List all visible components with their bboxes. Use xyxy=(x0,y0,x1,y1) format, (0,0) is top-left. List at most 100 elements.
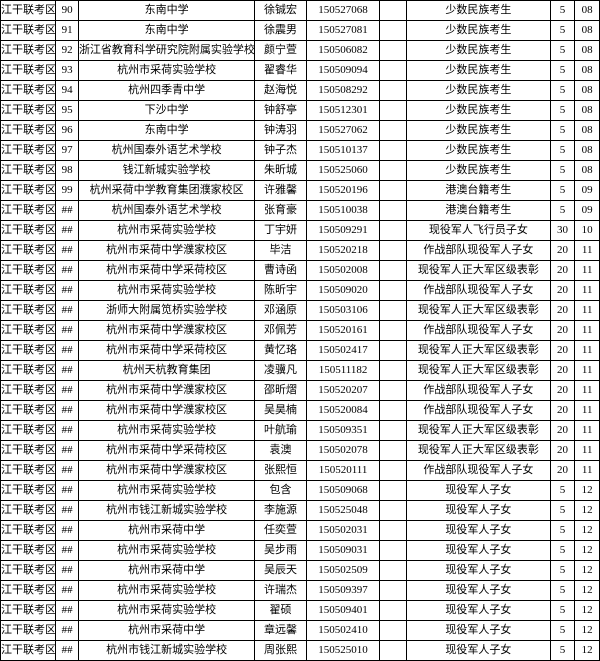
cell-c1: ## xyxy=(56,621,79,641)
cell-c7: 5 xyxy=(550,21,575,41)
cell-c4: 150509351 xyxy=(306,421,380,441)
cell-c2: 杭州市采荷实验学校 xyxy=(78,61,254,81)
cell-c2: 东南中学 xyxy=(78,121,254,141)
cell-c7: 20 xyxy=(550,361,575,381)
cell-c2: 杭州市采荷中学濮家校区 xyxy=(78,321,254,341)
cell-c3: 钟子杰 xyxy=(255,141,306,161)
cell-c1: 99 xyxy=(56,181,79,201)
cell-c3: 任奕萱 xyxy=(255,521,306,541)
cell-c5 xyxy=(380,1,407,21)
cell-c3: 翟睿华 xyxy=(255,61,306,81)
cell-c4: 150520207 xyxy=(306,381,380,401)
cell-c8: 11 xyxy=(575,421,600,441)
cell-c3: 徐铖宏 xyxy=(255,1,306,21)
cell-c2: 杭州市采荷中学濮家校区 xyxy=(78,241,254,261)
cell-c3: 吴辰天 xyxy=(255,561,306,581)
cell-c7: 20 xyxy=(550,281,575,301)
cell-c0: 江干联考区 xyxy=(1,61,56,81)
cell-c4: 150502008 xyxy=(306,261,380,281)
cell-c5 xyxy=(380,441,407,461)
cell-c4: 150509068 xyxy=(306,481,380,501)
cell-c8: 12 xyxy=(575,481,600,501)
cell-c5 xyxy=(380,581,407,601)
cell-c8: 12 xyxy=(575,621,600,641)
table-row: 江干联考区##杭州市钱江新城实验学校李施源150525048现役军人子女512 xyxy=(1,501,600,521)
cell-c3: 毕洁 xyxy=(255,241,306,261)
cell-c4: 150508292 xyxy=(306,81,380,101)
cell-c3: 黄忆珞 xyxy=(255,341,306,361)
cell-c4: 150520111 xyxy=(306,461,380,481)
cell-c7: 5 xyxy=(550,481,575,501)
cell-c0: 江干联考区 xyxy=(1,381,56,401)
cell-c1: ## xyxy=(56,421,79,441)
cell-c6: 少数民族考生 xyxy=(407,101,551,121)
cell-c5 xyxy=(380,301,407,321)
cell-c4: 150509291 xyxy=(306,221,380,241)
cell-c4: 150520218 xyxy=(306,241,380,261)
cell-c8: 11 xyxy=(575,401,600,421)
table-row: 江干联考区##杭州市采荷中学濮家校区邓佩芳150520161作战部队现役军人子女… xyxy=(1,321,600,341)
cell-c5 xyxy=(380,201,407,221)
cell-c6: 少数民族考生 xyxy=(407,21,551,41)
cell-c8: 11 xyxy=(575,261,600,281)
cell-c3: 颜宁萱 xyxy=(255,41,306,61)
cell-c1: 93 xyxy=(56,61,79,81)
cell-c6: 现役军人子女 xyxy=(407,521,551,541)
cell-c8: 12 xyxy=(575,641,600,661)
cell-c7: 5 xyxy=(550,61,575,81)
cell-c0: 江干联考区 xyxy=(1,481,56,501)
cell-c7: 5 xyxy=(550,181,575,201)
cell-c4: 150502509 xyxy=(306,561,380,581)
cell-c0: 江干联考区 xyxy=(1,561,56,581)
cell-c7: 5 xyxy=(550,81,575,101)
cell-c3: 朱昕城 xyxy=(255,161,306,181)
cell-c3: 张熙恒 xyxy=(255,461,306,481)
cell-c1: ## xyxy=(56,481,79,501)
cell-c3: 邵昕熠 xyxy=(255,381,306,401)
cell-c3: 丁宇妍 xyxy=(255,221,306,241)
cell-c0: 江干联考区 xyxy=(1,541,56,561)
table-row: 江干联考区##杭州市钱江新城实验学校周张熙150525010现役军人子女512 xyxy=(1,641,600,661)
cell-c1: ## xyxy=(56,581,79,601)
cell-c5 xyxy=(380,561,407,581)
cell-c2: 杭州采荷中学教育集团濮家校区 xyxy=(78,181,254,201)
cell-c8: 11 xyxy=(575,361,600,381)
cell-c7: 20 xyxy=(550,381,575,401)
cell-c2: 杭州市钱江新城实验学校 xyxy=(78,501,254,521)
cell-c4: 150511182 xyxy=(306,361,380,381)
table-row: 江干联考区98钱江新城实验学校朱昕城150525060少数民族考生508 xyxy=(1,161,600,181)
cell-c3: 吴步雨 xyxy=(255,541,306,561)
cell-c1: 98 xyxy=(56,161,79,181)
cell-c1: ## xyxy=(56,641,79,661)
cell-c4: 150502078 xyxy=(306,441,380,461)
cell-c5 xyxy=(380,21,407,41)
table-row: 江干联考区##杭州国泰外语艺术学校张育豪150510038港澳台籍考生509 xyxy=(1,201,600,221)
cell-c5 xyxy=(380,601,407,621)
cell-c1: ## xyxy=(56,361,79,381)
table-row: 江干联考区##杭州市采荷实验学校吴步雨150509031现役军人子女512 xyxy=(1,541,600,561)
table-row: 江干联考区91东南中学徐震男150527081少数民族考生508 xyxy=(1,21,600,41)
cell-c0: 江干联考区 xyxy=(1,41,56,61)
cell-c5 xyxy=(380,501,407,521)
cell-c1: ## xyxy=(56,521,79,541)
cell-c2: 杭州市采荷中学采荷校区 xyxy=(78,341,254,361)
cell-c0: 江干联考区 xyxy=(1,241,56,261)
cell-c8: 11 xyxy=(575,241,600,261)
cell-c1: ## xyxy=(56,601,79,621)
table-row: 江干联考区93杭州市采荷实验学校翟睿华150509094少数民族考生508 xyxy=(1,61,600,81)
cell-c2: 浙江省教育科学研究院附属实验学校 xyxy=(78,41,254,61)
cell-c1: ## xyxy=(56,261,79,281)
cell-c1: ## xyxy=(56,381,79,401)
cell-c4: 150509020 xyxy=(306,281,380,301)
cell-c6: 现役军人正大军区级表彰 xyxy=(407,341,551,361)
cell-c1: ## xyxy=(56,501,79,521)
table-row: 江干联考区##杭州市采荷实验学校包含150509068现役军人子女512 xyxy=(1,481,600,501)
cell-c5 xyxy=(380,181,407,201)
cell-c2: 杭州市采荷实验学校 xyxy=(78,541,254,561)
cell-c6: 少数民族考生 xyxy=(407,1,551,21)
cell-c1: ## xyxy=(56,401,79,421)
cell-c8: 08 xyxy=(575,121,600,141)
table-row: 江干联考区##杭州市采荷中学吴辰天150502509现役军人子女512 xyxy=(1,561,600,581)
cell-c5 xyxy=(380,521,407,541)
table-row: 江干联考区##杭州市采荷中学濮家校区张熙恒150520111作战部队现役军人子女… xyxy=(1,461,600,481)
